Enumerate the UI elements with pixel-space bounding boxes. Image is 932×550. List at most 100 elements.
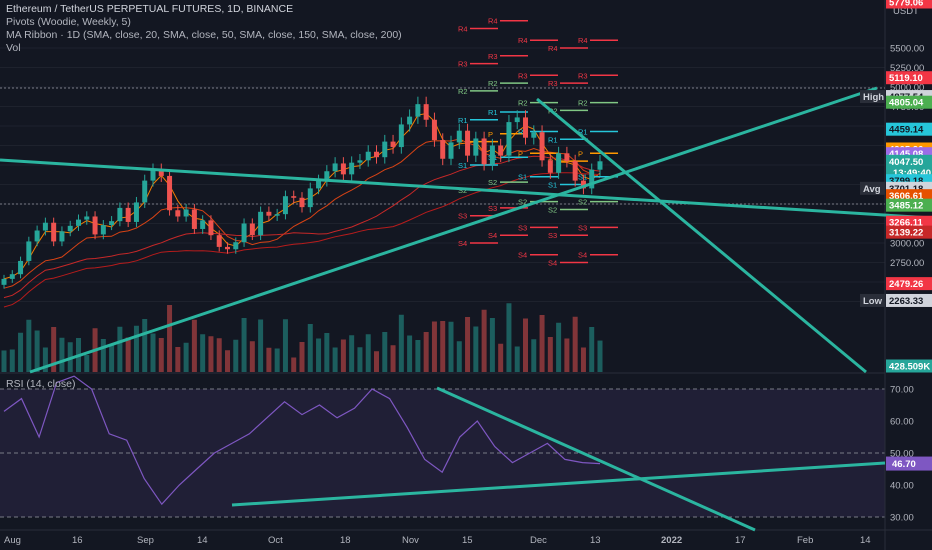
price-tag-value: 4047.50 xyxy=(889,157,923,168)
volume-bar xyxy=(489,318,495,372)
candle-body xyxy=(100,225,106,235)
rsi-legend[interactable]: RSI (14, close) xyxy=(6,378,76,390)
rsi-trendline-ascending[interactable] xyxy=(231,461,886,507)
candle-body xyxy=(572,161,578,181)
candle-body xyxy=(233,242,239,250)
time-axis[interactable]: Aug 16 Sep 14 Oct 18 Nov 15 Dec 13 2022 17 Feb 14 xyxy=(4,535,871,546)
candle-body xyxy=(18,260,24,275)
time-label: Aug xyxy=(4,535,21,546)
candle-body xyxy=(365,151,371,161)
price-tag-label-bg xyxy=(860,293,885,307)
volume-bar xyxy=(589,327,595,372)
rsi-tick: 60.00 xyxy=(890,417,914,428)
pivot-label: S2 xyxy=(458,186,467,195)
volume-bar xyxy=(200,334,206,372)
volume-bar xyxy=(440,321,446,372)
volume-bar xyxy=(274,348,280,372)
currency-label: USDT xyxy=(893,6,919,17)
price-tag xyxy=(886,225,932,239)
candle-body xyxy=(9,274,15,279)
pivot-label: P xyxy=(518,149,523,158)
ma-line xyxy=(3,172,601,308)
ma-ribbon-legend[interactable]: MA Ribbon · 1D (SMA, close, 20, SMA, clo… xyxy=(6,29,402,41)
pivot-label: S3 xyxy=(488,204,497,213)
volume-bar xyxy=(374,351,379,372)
candle-body xyxy=(216,235,222,247)
volume-bar xyxy=(564,338,570,372)
pivot-label: S4 xyxy=(548,259,557,268)
price-tag xyxy=(886,71,932,85)
pivot-label: R3 xyxy=(488,52,498,61)
candle-body xyxy=(523,117,528,138)
ma-line xyxy=(3,155,601,299)
volume-bar xyxy=(415,340,421,372)
pivot-label: S1 xyxy=(548,181,557,190)
volume-bar xyxy=(183,342,189,372)
candle-body xyxy=(498,145,504,156)
candle-body xyxy=(191,209,197,229)
volume-bar xyxy=(431,321,437,372)
pivot-label: S1 xyxy=(458,161,467,170)
pivot-label: R4 xyxy=(488,17,498,26)
pivot-label: S2 xyxy=(548,205,557,214)
volume-bar xyxy=(332,347,338,372)
rsi-axis[interactable]: 70.00 60.00 50.00 40.00 30.00 46.70 xyxy=(886,385,932,524)
volume-bar xyxy=(340,339,346,372)
volume-bar xyxy=(9,349,15,372)
price-gridlines xyxy=(0,47,885,302)
volume-bar xyxy=(547,337,553,372)
candle-body xyxy=(274,214,280,216)
candle-body xyxy=(109,221,115,226)
price-tag xyxy=(886,293,932,307)
price-tag-value: 4459.14 xyxy=(889,125,924,136)
volume-bar xyxy=(208,336,214,372)
trendline-descending-short[interactable] xyxy=(536,97,867,374)
rsi-tick: 70.00 xyxy=(890,385,914,396)
pivot-label: S1 xyxy=(578,173,587,182)
volume-bar xyxy=(225,350,230,372)
price-tag xyxy=(886,277,932,291)
volume-bar xyxy=(133,325,139,372)
vol-legend[interactable]: Vol xyxy=(6,42,21,54)
pivot-label: S1 xyxy=(518,173,527,182)
candle-body xyxy=(200,220,206,229)
volume-bar xyxy=(150,333,156,372)
pivot-label: S4 xyxy=(458,239,467,248)
pivots-legend[interactable]: Pivots (Woodie, Weekly, 5) xyxy=(6,16,131,28)
time-label: Oct xyxy=(268,535,283,546)
candle-body xyxy=(440,140,446,159)
candle-body xyxy=(208,220,214,236)
candle-body xyxy=(539,132,545,161)
candle-body xyxy=(316,180,322,189)
volume-bar xyxy=(390,345,396,372)
price-tick: 5250.00 xyxy=(890,63,924,74)
candle-body xyxy=(225,246,230,250)
pivot-label: S3 xyxy=(458,212,467,221)
candle-body xyxy=(291,196,297,198)
volume-bar xyxy=(266,347,272,372)
candle-body xyxy=(34,230,40,242)
candle-body xyxy=(26,241,32,261)
volume-bar xyxy=(241,318,247,372)
time-label: 14 xyxy=(860,535,871,546)
price-tag-value: 3606.61 xyxy=(889,191,924,202)
price-tag-value: 5119.10 xyxy=(889,73,923,84)
price-tag-value: 4145.08 xyxy=(889,149,923,160)
candle-body xyxy=(473,138,479,156)
price-tick: 5500.00 xyxy=(890,44,924,55)
volume-bar xyxy=(597,340,603,372)
price-tag-label: Avg xyxy=(863,184,881,195)
pivot-label: S3 xyxy=(578,223,587,232)
pivot-label: R2 xyxy=(578,99,588,108)
trendlines[interactable] xyxy=(0,86,932,532)
chart-title[interactable]: Ethereum / TetherUS PERPETUAL FUTURES, 1… xyxy=(6,3,294,15)
rsi-trendline-descending[interactable] xyxy=(436,386,756,532)
rsi-tick: 50.00 xyxy=(890,449,914,460)
volume-bar xyxy=(299,342,305,372)
trendline-descending-long[interactable] xyxy=(0,158,932,220)
volume-bar xyxy=(572,316,578,372)
rsi-tick: 40.00 xyxy=(890,481,914,492)
trendline-ascending[interactable] xyxy=(29,86,878,374)
candle-body xyxy=(556,153,562,173)
